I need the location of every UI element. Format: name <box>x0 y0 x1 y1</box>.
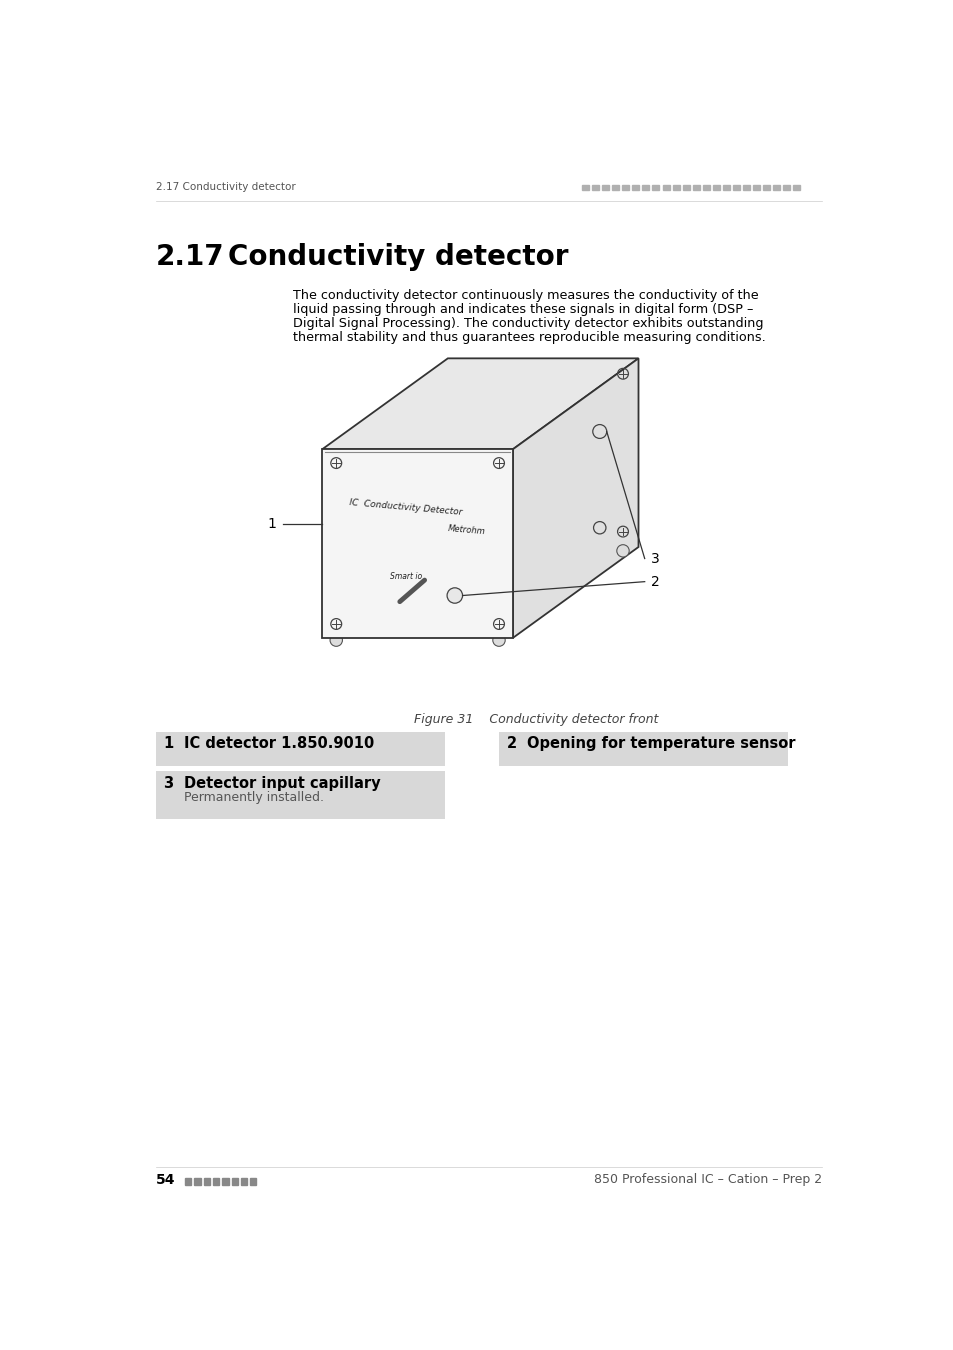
Bar <box>742 185 749 190</box>
Text: Digital Signal Processing). The conductivity detector exhibits outstanding: Digital Signal Processing). The conducti… <box>293 317 762 329</box>
Text: 2.17: 2.17 <box>155 243 224 271</box>
Text: The conductivity detector continuously measures the conductivity of the: The conductivity detector continuously m… <box>293 289 758 302</box>
Text: Detector input capillary: Detector input capillary <box>183 776 380 791</box>
Bar <box>213 1179 219 1184</box>
Text: 2: 2 <box>650 575 659 589</box>
Bar <box>672 185 679 190</box>
Bar <box>773 185 780 190</box>
Text: IC detector 1.850.9010: IC detector 1.850.9010 <box>183 736 374 752</box>
Bar <box>621 185 629 190</box>
Bar <box>241 1179 247 1184</box>
Bar <box>185 1179 192 1184</box>
Circle shape <box>617 544 629 558</box>
Text: 1: 1 <box>268 517 276 531</box>
Text: Metrohm: Metrohm <box>447 524 485 536</box>
Bar <box>782 185 790 190</box>
Bar <box>222 1179 229 1184</box>
Bar <box>592 185 598 190</box>
Bar <box>632 185 639 190</box>
Text: Smart io: Smart io <box>390 572 422 580</box>
Bar <box>732 185 740 190</box>
Polygon shape <box>513 358 638 637</box>
Text: Permanently installed.: Permanently installed. <box>183 791 323 805</box>
Text: 2: 2 <box>506 736 517 752</box>
Polygon shape <box>322 450 513 637</box>
Bar <box>722 185 729 190</box>
Bar <box>661 185 669 190</box>
Text: 1: 1 <box>163 736 173 752</box>
Bar <box>155 732 444 765</box>
Bar <box>692 185 699 190</box>
Bar <box>204 1179 210 1184</box>
Bar <box>702 185 709 190</box>
Text: 2.17 Conductivity detector: 2.17 Conductivity detector <box>155 182 295 192</box>
Text: 850 Professional IC – Cation – Prep 2: 850 Professional IC – Cation – Prep 2 <box>594 1173 821 1187</box>
Bar <box>712 185 720 190</box>
Bar <box>601 185 608 190</box>
Bar <box>753 185 760 190</box>
Bar <box>194 1179 200 1184</box>
Text: 3: 3 <box>163 776 173 791</box>
Bar <box>641 185 649 190</box>
Polygon shape <box>322 358 638 450</box>
Circle shape <box>493 634 505 647</box>
Text: 54: 54 <box>155 1173 175 1187</box>
Bar <box>250 1179 256 1184</box>
Circle shape <box>592 424 606 439</box>
Circle shape <box>330 634 342 647</box>
Bar <box>612 185 618 190</box>
Bar <box>155 771 444 819</box>
Text: liquid passing through and indicates these signals in digital form (DSP –: liquid passing through and indicates the… <box>293 302 753 316</box>
Bar <box>762 185 769 190</box>
Bar <box>232 1179 237 1184</box>
Text: Opening for temperature sensor: Opening for temperature sensor <box>526 736 795 752</box>
Bar <box>581 185 588 190</box>
Circle shape <box>447 587 462 603</box>
Bar <box>793 185 800 190</box>
Bar <box>498 732 787 765</box>
Circle shape <box>593 521 605 533</box>
Text: IC  Conductivity Detector: IC Conductivity Detector <box>349 498 462 517</box>
Text: thermal stability and thus guarantees reproducible measuring conditions.: thermal stability and thus guarantees re… <box>293 331 765 344</box>
Bar <box>652 185 659 190</box>
Text: Conductivity detector: Conductivity detector <box>228 243 568 271</box>
Text: Figure 31    Conductivity detector front: Figure 31 Conductivity detector front <box>414 713 658 725</box>
Text: 3: 3 <box>650 552 659 566</box>
Bar <box>682 185 689 190</box>
